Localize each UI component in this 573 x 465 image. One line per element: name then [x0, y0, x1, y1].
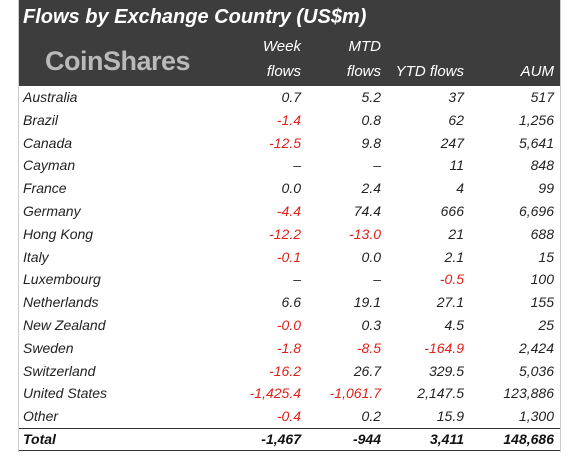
cell-value: -0.4	[276, 408, 301, 425]
title: Flows by Exchange Country (US$m)	[23, 6, 367, 28]
row-label: Italy	[23, 248, 49, 265]
column-header: YTD flows	[395, 63, 464, 80]
cell-value: -13.0	[349, 225, 381, 242]
cell-value: –	[373, 271, 381, 288]
row-label: France	[23, 180, 67, 197]
cell-value: 5.2	[361, 89, 381, 105]
table: Flows by Exchange Country (US$m) CoinSha…	[18, 0, 561, 452]
cell-value: 37	[448, 89, 464, 105]
cell-value: 848	[530, 157, 554, 174]
cell-value: 6.6	[281, 294, 301, 311]
column-header: Week	[262, 38, 301, 55]
cell-value: 99	[538, 180, 554, 197]
cell-value: -16.2	[269, 362, 301, 379]
row-label: Other	[23, 408, 59, 425]
cell-value: 62	[448, 111, 464, 128]
cell-value: -944	[352, 431, 381, 447]
cell-value: 0.8	[361, 111, 381, 128]
column-header: MTD	[348, 38, 382, 55]
cell-value: 688	[530, 225, 554, 242]
cell-value: -1,425.4	[249, 385, 301, 402]
cell-value: -1,061.7	[329, 385, 381, 402]
cell-value: 15.9	[436, 408, 464, 425]
cell-value: 100	[530, 271, 554, 288]
cell-value: -12.5	[269, 134, 301, 151]
cell-value: 27.1	[436, 294, 464, 311]
cell-value: 123,886	[503, 385, 554, 402]
row-label: Canada	[23, 134, 73, 151]
row-label: Germany	[23, 203, 81, 219]
column-header: flows	[266, 63, 301, 80]
row-label: Brazil	[23, 111, 59, 128]
cell-value: 19.1	[353, 294, 381, 311]
cell-value: -1.8	[276, 339, 301, 356]
cell-value: –	[373, 157, 381, 174]
cell-value: -164.9	[424, 339, 464, 356]
cell-value: 5,641	[518, 134, 554, 151]
row-label: United States	[23, 385, 108, 402]
cell-value: 329.5	[428, 362, 464, 379]
cell-value: 4	[456, 180, 464, 197]
logo: CoinShares	[45, 46, 191, 76]
cell-value: -0.5	[439, 271, 464, 288]
cell-value: 0.3	[361, 317, 381, 333]
cell-value: –	[293, 157, 301, 174]
cell-value: 11	[449, 157, 464, 174]
cell-value: 2.4	[361, 180, 381, 197]
cell-value: 666	[440, 203, 464, 219]
cell-value: -1.4	[276, 111, 301, 128]
header-bar: Flows by Exchange Country (US$m) CoinSha…	[19, 0, 560, 86]
row-label: Sweden	[23, 339, 74, 356]
cell-value: 517	[530, 89, 554, 105]
cell-value: 6,696	[518, 203, 554, 219]
cell-value: 25	[538, 317, 554, 333]
cell-value: –	[293, 271, 301, 288]
cell-value: 4.5	[444, 317, 464, 333]
cell-value: 2,424	[518, 339, 554, 356]
total-rule-bottom	[19, 450, 560, 451]
cell-value: 21	[448, 225, 464, 242]
cell-value: -12.2	[269, 225, 301, 242]
total-rule-top	[19, 428, 560, 429]
row-label: Hong Kong	[23, 225, 94, 242]
cell-value: -8.5	[356, 339, 381, 356]
row-label: Luxembourg	[23, 271, 101, 288]
cell-value: 26.7	[353, 362, 381, 379]
row-label: Total	[23, 431, 56, 447]
cell-value: -4.4	[276, 203, 301, 219]
cell-value: 0.7	[281, 89, 301, 105]
column-header: flows	[346, 63, 381, 80]
cell-value: 0.0	[361, 248, 381, 265]
cell-value: -1,467	[261, 431, 301, 447]
row-label: Australia	[23, 89, 78, 105]
cell-value: -0.0	[276, 317, 301, 333]
row-label: Cayman	[23, 157, 76, 174]
cell-value: 74.4	[353, 203, 381, 219]
cell-value: 2,147.5	[417, 385, 464, 402]
row-label: Netherlands	[23, 294, 99, 311]
cell-value: 3,411	[430, 431, 464, 447]
cell-value: -0.1	[276, 248, 301, 265]
row-label: New Zealand	[23, 317, 106, 333]
cell-value: 1,256	[518, 111, 554, 128]
cell-value: 0.0	[281, 180, 301, 197]
cell-value: 155	[530, 294, 554, 311]
cell-value: 15	[538, 248, 554, 265]
cell-value: 247	[440, 134, 464, 151]
row-label: Switzerland	[23, 362, 96, 379]
cell-value: 1,300	[518, 408, 554, 425]
cell-value: 0.2	[361, 408, 381, 425]
cell-value: 5,036	[518, 362, 554, 379]
cell-value: 2.1	[444, 248, 464, 265]
cell-value: 9.8	[361, 134, 381, 151]
column-header: AUM	[520, 63, 554, 80]
cell-value: 148,686	[503, 431, 554, 447]
